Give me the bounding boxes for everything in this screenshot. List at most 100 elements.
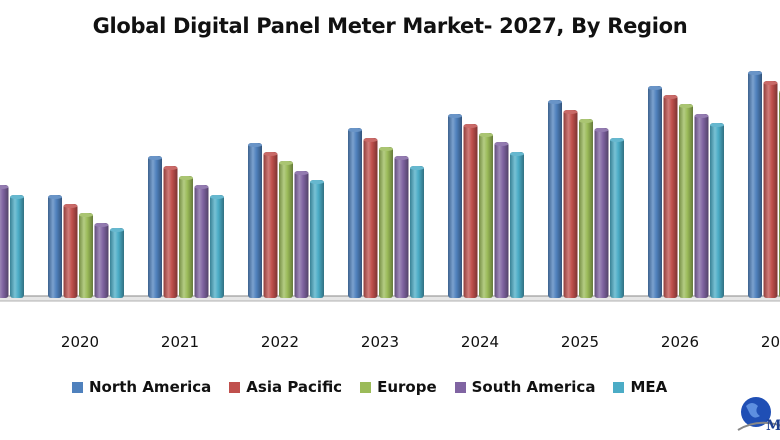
bar-top-north-america-2024 — [448, 114, 462, 118]
legend-swatch — [229, 381, 241, 393]
bar-north-america-2024 — [448, 114, 462, 298]
bar-mea-2022 — [310, 180, 324, 298]
legend-swatch — [454, 381, 466, 393]
bar-asia-pacific-2027 — [763, 81, 778, 298]
bar-top-south-america-2026 — [694, 114, 709, 118]
bar-mea-partial — [10, 195, 24, 298]
bar-top-south-america-2025 — [594, 128, 609, 132]
bar-top-asia-pacific-2025 — [563, 110, 578, 114]
bar-top-europe-2023 — [379, 147, 393, 151]
bar-north-america-2021 — [148, 156, 162, 298]
bar-top-europe-2022 — [279, 161, 293, 165]
bar-top-mea-2025 — [610, 138, 624, 142]
bar-top-asia-pacific-2027 — [763, 81, 778, 85]
legend-label: Asia Pacific — [246, 378, 343, 396]
bar-top-south-america-2023 — [394, 156, 409, 160]
bar-south-america-partial — [0, 185, 9, 298]
legend-item-south-america: South America — [454, 378, 596, 396]
bar-south-america-2023 — [394, 156, 409, 298]
bar-top-south-america-2024 — [494, 142, 509, 146]
x-tick-label: 2020 — [61, 333, 99, 351]
bar-top-asia-pacific-2026 — [663, 95, 678, 99]
bar-south-america-2021 — [194, 185, 209, 298]
bar-top-north-america-2027 — [748, 71, 762, 75]
bar-mea-2023 — [410, 166, 424, 298]
chart-title: Global Digital Panel Meter Market- 2027,… — [92, 14, 688, 38]
bar-asia-pacific-2023 — [363, 138, 378, 298]
bar-north-america-2022 — [248, 143, 262, 298]
bar-europe-2020 — [79, 213, 93, 298]
bar-top-europe-2020 — [79, 213, 93, 217]
bar-asia-pacific-2025 — [563, 110, 578, 298]
x-tick-label: 2026 — [661, 333, 699, 351]
legend-item-europe: Europe — [360, 378, 437, 396]
bar-north-america-2026 — [648, 86, 662, 298]
bar-europe-2021 — [179, 176, 193, 298]
bar-top-europe-2024 — [479, 133, 493, 137]
bar-top-mea-2026 — [710, 123, 724, 127]
bar-asia-pacific-2021 — [163, 166, 178, 298]
x-tick-label: 2027 — [761, 333, 780, 351]
x-tick-label: 2025 — [561, 333, 599, 351]
bar-top-mea-2021 — [210, 195, 224, 199]
bar-north-america-2027 — [748, 71, 762, 298]
bar-top-south-america-2022 — [294, 171, 309, 175]
mmr-logo: M — [737, 397, 780, 434]
bar-south-america-2025 — [594, 128, 609, 298]
bar-top-asia-pacific-2021 — [163, 166, 178, 170]
legend-swatch — [613, 381, 625, 393]
bar-europe-2024 — [479, 133, 493, 298]
bar-north-america-2025 — [548, 100, 562, 298]
bar-top-south-america-partial — [0, 185, 9, 189]
svg-text:M: M — [766, 418, 780, 434]
legend-label: MEA — [630, 378, 668, 396]
bar-top-mea-2022 — [310, 180, 324, 184]
bar-mea-2021 — [210, 195, 224, 298]
legend-swatch — [360, 381, 372, 393]
bar-europe-2026 — [679, 104, 693, 298]
bar-mea-2020 — [110, 228, 124, 298]
legend-swatch — [72, 381, 83, 393]
legend-label: North America — [89, 378, 212, 396]
bar-top-mea-2023 — [410, 166, 424, 170]
bar-asia-pacific-2024 — [463, 124, 478, 298]
bar-south-america-2020 — [94, 223, 109, 298]
bar-top-asia-pacific-2022 — [263, 152, 278, 156]
bar-europe-2023 — [379, 147, 393, 298]
bar-south-america-2022 — [294, 171, 309, 298]
bar-south-america-2026 — [694, 114, 709, 298]
legend-item-north-america: North America — [72, 378, 211, 396]
x-tick-label: 2024 — [461, 333, 499, 351]
bar-top-north-america-2022 — [248, 143, 262, 147]
bar-top-south-america-2021 — [194, 185, 209, 189]
bar-asia-pacific-2026 — [663, 95, 678, 298]
bar-south-america-2024 — [494, 142, 509, 298]
x-tick-label: 2023 — [361, 333, 399, 351]
bar-top-asia-pacific-2024 — [463, 124, 478, 128]
bar-top-south-america-2020 — [94, 223, 109, 227]
legend-item-mea: MEA — [613, 378, 667, 396]
bar-top-north-america-2025 — [548, 100, 562, 104]
legend-label: South America — [471, 378, 596, 396]
bar-top-europe-2026 — [679, 104, 693, 108]
bar-top-europe-2025 — [579, 119, 593, 123]
bar-asia-pacific-2020 — [63, 204, 78, 298]
legend-item-asia-pacific: Asia Pacific — [229, 378, 342, 396]
bar-top-asia-pacific-2020 — [63, 204, 78, 208]
bar-top-asia-pacific-2023 — [363, 138, 378, 142]
bar-north-america-2023 — [348, 128, 362, 298]
bar-top-north-america-2026 — [648, 86, 662, 90]
x-tick-label: 2022 — [261, 333, 299, 351]
bar-mea-2026 — [710, 123, 724, 298]
bar-top-europe-2021 — [179, 176, 193, 180]
bar-top-mea-partial — [10, 195, 24, 199]
bar-north-america-2020 — [48, 195, 62, 298]
legend-label: Europe — [377, 378, 437, 396]
bar-mea-2024 — [510, 152, 524, 298]
x-tick-label: 2021 — [161, 333, 199, 351]
bar-top-mea-2020 — [110, 228, 124, 232]
bar-mea-2025 — [610, 138, 624, 298]
bar-top-north-america-2021 — [148, 156, 162, 160]
bar-europe-2022 — [279, 161, 293, 298]
